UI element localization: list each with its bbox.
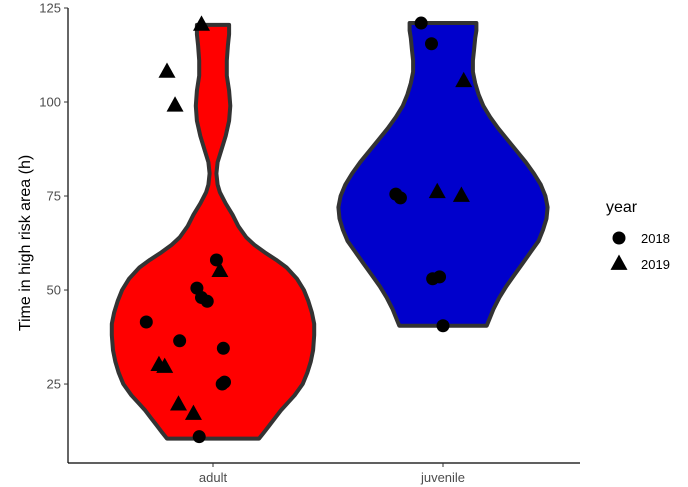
data-point-adult-2019 [166, 96, 184, 112]
data-point-adult-2018 [215, 377, 229, 391]
violin-layer [109, 21, 550, 441]
legend-key-circle [612, 231, 626, 245]
legend-key-triangle [610, 254, 628, 270]
data-point-adult-2019 [170, 395, 187, 411]
y-tick-label: 100 [39, 95, 61, 110]
data-point-adult-2018 [216, 341, 230, 355]
y-tick-label: 75 [47, 189, 61, 204]
x-tick-label-juvenile: juvenile [420, 470, 465, 485]
data-point-adult-2019 [156, 357, 174, 373]
axes: 25 50 75 100 125 adult juvenile [39, 1, 580, 485]
data-point-adult-2019 [158, 62, 176, 78]
legend-label-2018: 2018 [641, 231, 670, 246]
data-point-adult-2019 [211, 261, 229, 278]
data-point-adult-2019 [184, 404, 202, 420]
data-point-juvenile-2018 [414, 16, 428, 30]
data-point-juvenile-2018 [425, 37, 438, 51]
y-axis-title: Time in high risk area (h) [17, 155, 34, 331]
data-point-juvenile-2019 [455, 71, 473, 88]
legend-label-2019: 2019 [641, 257, 670, 272]
y-tick-label: 50 [47, 283, 61, 298]
data-point-adult-2019 [193, 15, 210, 31]
data-point-juvenile-2019 [452, 186, 470, 202]
y-tick-label: 25 [47, 377, 61, 392]
violin-adult [109, 22, 317, 441]
data-point-adult-2018 [200, 294, 214, 308]
data-point-juvenile-2019 [428, 182, 446, 199]
data-point-juvenile-2018 [436, 319, 450, 333]
legend-title: year [606, 199, 638, 216]
data-point-juvenile-2018 [426, 272, 440, 286]
legend: year 2018 2019 [606, 199, 670, 272]
data-point-adult-2018 [139, 315, 153, 329]
y-tick-label: 125 [39, 1, 61, 16]
violin-juvenile [336, 21, 550, 328]
point-layer [139, 15, 473, 444]
data-point-adult-2018 [173, 334, 187, 348]
data-point-adult-2018 [192, 430, 206, 444]
data-point-juvenile-2018 [393, 191, 407, 205]
x-tick-label-adult: adult [199, 470, 228, 485]
